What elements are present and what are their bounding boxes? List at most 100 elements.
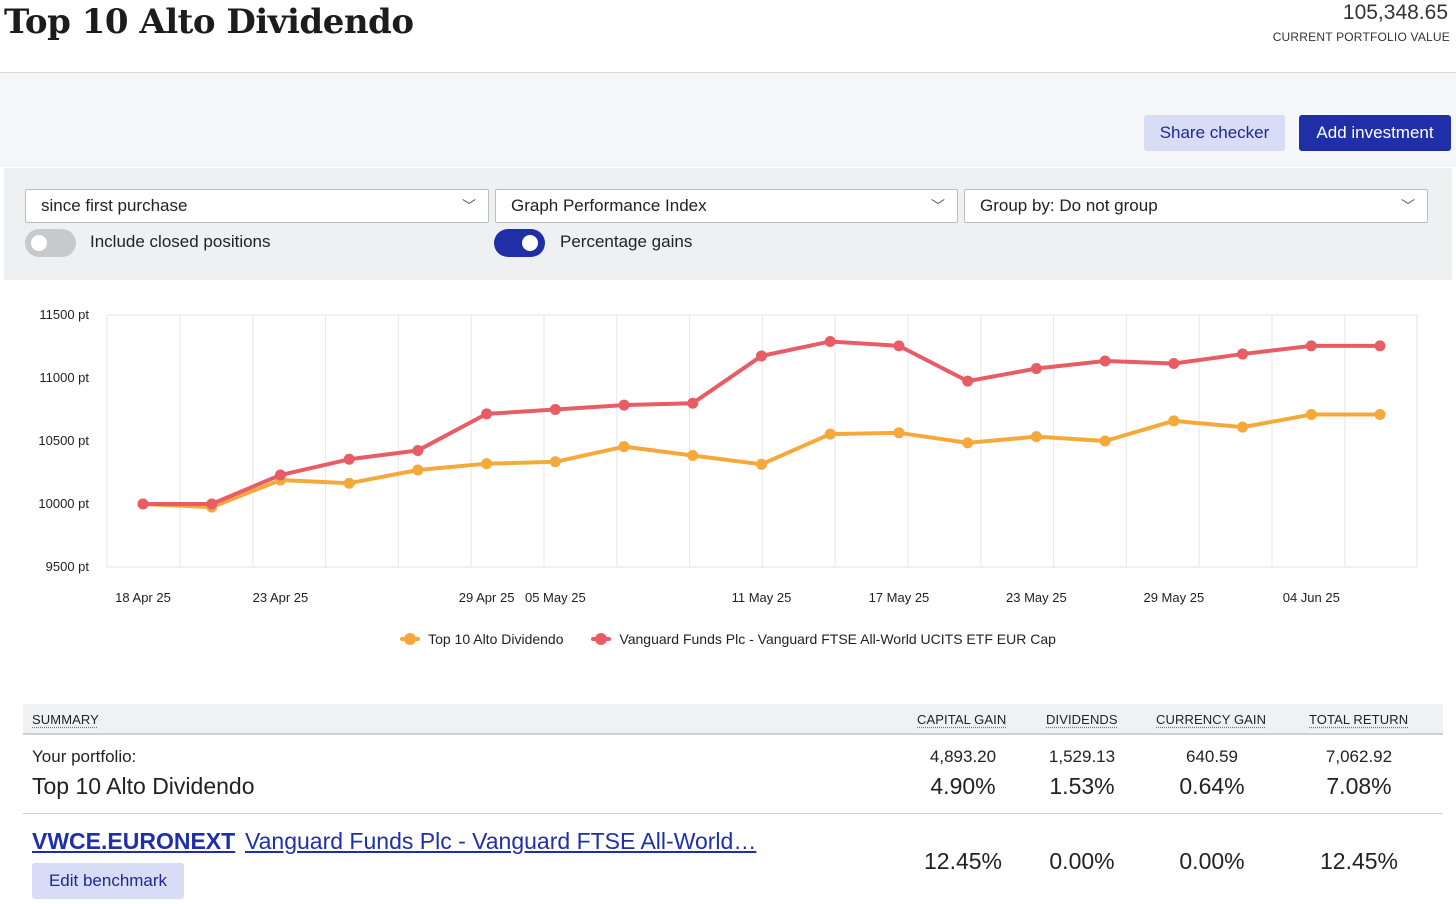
- edit-benchmark-button[interactable]: Edit benchmark: [32, 863, 184, 899]
- portfolio-currency-gain-pct: 0.64%: [1179, 773, 1245, 799]
- toggle-knob: [31, 235, 47, 251]
- legend-marker-benchmark: [591, 633, 612, 645]
- legend-item-benchmark[interactable]: Vanguard Funds Plc - Vanguard FTSE All-W…: [591, 631, 1056, 647]
- data-point-1: [1237, 348, 1249, 360]
- share-checker-button[interactable]: Share checker: [1144, 115, 1285, 151]
- data-point-1: [1168, 358, 1180, 370]
- data-point-0: [481, 458, 493, 470]
- portfolio-capital-gain-pct: 4.90%: [930, 773, 996, 799]
- graph-type-select-value: Graph Performance Index: [511, 196, 707, 215]
- include-closed-label: Include closed positions: [90, 232, 271, 251]
- data-point-1: [618, 399, 630, 411]
- benchmark-capital-gain-pct: 12.45%: [923, 848, 1002, 874]
- percentage-gains-label: Percentage gains: [560, 232, 693, 251]
- y-tick-label: 11500 pt: [39, 307, 89, 322]
- legend-label-portfolio: Top 10 Alto Dividendo: [428, 631, 564, 647]
- portfolio-capital-gain-abs: 4,893.20: [929, 747, 997, 766]
- period-select[interactable]: since first purchase ﹀: [25, 189, 489, 223]
- data-point-0: [412, 464, 424, 476]
- data-point-1: [1374, 340, 1386, 352]
- portfolio-row-name: Top 10 Alto Dividendo: [32, 773, 255, 799]
- data-point-1: [343, 453, 355, 465]
- portfolio-total-return-pct: 7.08%: [1326, 773, 1392, 799]
- data-point-1: [824, 335, 836, 347]
- data-point-1: [893, 340, 905, 352]
- capital-gain-header: CAPITAL GAIN: [917, 712, 1007, 727]
- portfolio-dividends-abs: 1,529.13: [1048, 747, 1116, 766]
- data-point-0: [618, 441, 630, 453]
- x-tick-label: 17 May 25: [869, 590, 930, 605]
- page-header: Top 10 Alto Dividendo 105,348.65 CURRENT…: [0, 0, 1456, 73]
- data-point-0: [549, 456, 561, 468]
- data-point-0: [1305, 409, 1317, 421]
- portfolio-value-label: CURRENT PORTFOLIO VALUE: [1272, 30, 1450, 44]
- data-point-1: [137, 498, 149, 510]
- x-tick-label: 11 May 25: [732, 590, 792, 605]
- data-point-0: [1030, 431, 1042, 443]
- x-tick-label: 23 May 25: [1006, 590, 1067, 605]
- filter-panel: [4, 168, 1452, 280]
- x-tick-label: 04 Jun 25: [1283, 590, 1340, 605]
- data-point-0: [962, 437, 974, 449]
- benchmark-dividends-pct: 0.00%: [1049, 848, 1115, 874]
- page-title: Top 10 Alto Dividendo: [4, 2, 414, 42]
- data-point-0: [1099, 435, 1111, 447]
- data-point-1: [756, 350, 767, 362]
- toggle-knob: [522, 235, 538, 251]
- period-select-value: since first purchase: [41, 196, 188, 215]
- legend-marker-portfolio: [400, 633, 421, 645]
- data-point-0: [824, 428, 836, 440]
- data-point-1: [1030, 363, 1042, 375]
- group-by-select[interactable]: Group by: Do not group ﹀: [964, 189, 1428, 223]
- data-point-1: [1305, 340, 1317, 352]
- benchmark-total-return-pct: 12.45%: [1319, 848, 1398, 874]
- benchmark-name-link[interactable]: Vanguard Funds Plc - Vanguard FTSE All-W…: [245, 828, 757, 854]
- data-point-1: [481, 408, 493, 420]
- chart-legend: Top 10 Alto Dividendo Vanguard Funds Plc…: [0, 628, 1456, 647]
- data-point-0: [1168, 415, 1180, 427]
- benchmark-ticker-link[interactable]: VWCE.EURONEXT: [32, 828, 236, 854]
- portfolio-row-label: Your portfolio:: [32, 747, 137, 766]
- data-point-1: [274, 469, 286, 481]
- include-closed-toggle[interactable]: [25, 229, 76, 257]
- data-point-0: [756, 458, 767, 470]
- y-tick-label: 11000 pt: [39, 370, 89, 385]
- summary-header-row: SUMMARY CAPITAL GAIN DIVIDENDS CURRENCY …: [23, 704, 1443, 735]
- portfolio-total-return-abs: 7,062.92: [1325, 747, 1393, 766]
- x-tick-label: 05 May 25: [525, 590, 586, 605]
- currency-gain-header: CURRENCY GAIN: [1156, 712, 1267, 727]
- percentage-gains-toggle[interactable]: [494, 229, 545, 257]
- graph-type-select[interactable]: Graph Performance Index ﹀: [495, 189, 958, 223]
- data-point-1: [962, 375, 974, 387]
- chevron-down-icon: ﹀: [931, 198, 945, 214]
- chart-area: 11500 pt 11000 pt 10500 pt 10000 pt 9500 pt 1…: [4, 281, 1452, 681]
- data-point-0: [343, 477, 355, 489]
- y-tick-label: 10500 pt: [38, 433, 89, 448]
- benchmark-currency-gain-pct: 0.00%: [1179, 848, 1245, 874]
- row-divider: [23, 813, 1443, 814]
- data-point-1: [1099, 355, 1111, 367]
- legend-item-portfolio[interactable]: Top 10 Alto Dividendo: [400, 631, 564, 647]
- chevron-down-icon: ﹀: [1401, 198, 1415, 214]
- data-point-0: [687, 449, 699, 461]
- portfolio-dividends-pct: 1.53%: [1049, 773, 1115, 799]
- data-point-1: [549, 404, 561, 415]
- y-tick-label: 9500 pt: [46, 559, 90, 574]
- total-return-header: TOTAL RETURN: [1309, 712, 1409, 727]
- performance-chart: 11500 pt 11000 pt 10500 pt 10000 pt 9500 pt 1…: [38, 307, 1418, 605]
- x-tick-label: 29 Apr 25: [459, 590, 515, 605]
- data-point-0: [893, 427, 905, 439]
- data-point-1: [412, 444, 424, 456]
- add-investment-button[interactable]: Add investment: [1299, 115, 1451, 151]
- data-point-0: [1237, 421, 1249, 433]
- portfolio-currency-gain-abs: 640.59: [1186, 747, 1238, 766]
- x-tick-label: 29 May 25: [1143, 590, 1204, 605]
- x-tick-label: 23 Apr 25: [253, 590, 309, 605]
- x-tick-label: 18 Apr 25: [115, 590, 171, 605]
- chevron-down-icon: ﹀: [462, 198, 476, 214]
- y-tick-label: 10000 pt: [38, 496, 89, 511]
- dividends-header: DIVIDENDS: [1046, 712, 1118, 727]
- summary-header: SUMMARY: [32, 712, 99, 727]
- data-point-0: [1374, 409, 1386, 421]
- legend-label-benchmark: Vanguard Funds Plc - Vanguard FTSE All-W…: [619, 631, 1056, 647]
